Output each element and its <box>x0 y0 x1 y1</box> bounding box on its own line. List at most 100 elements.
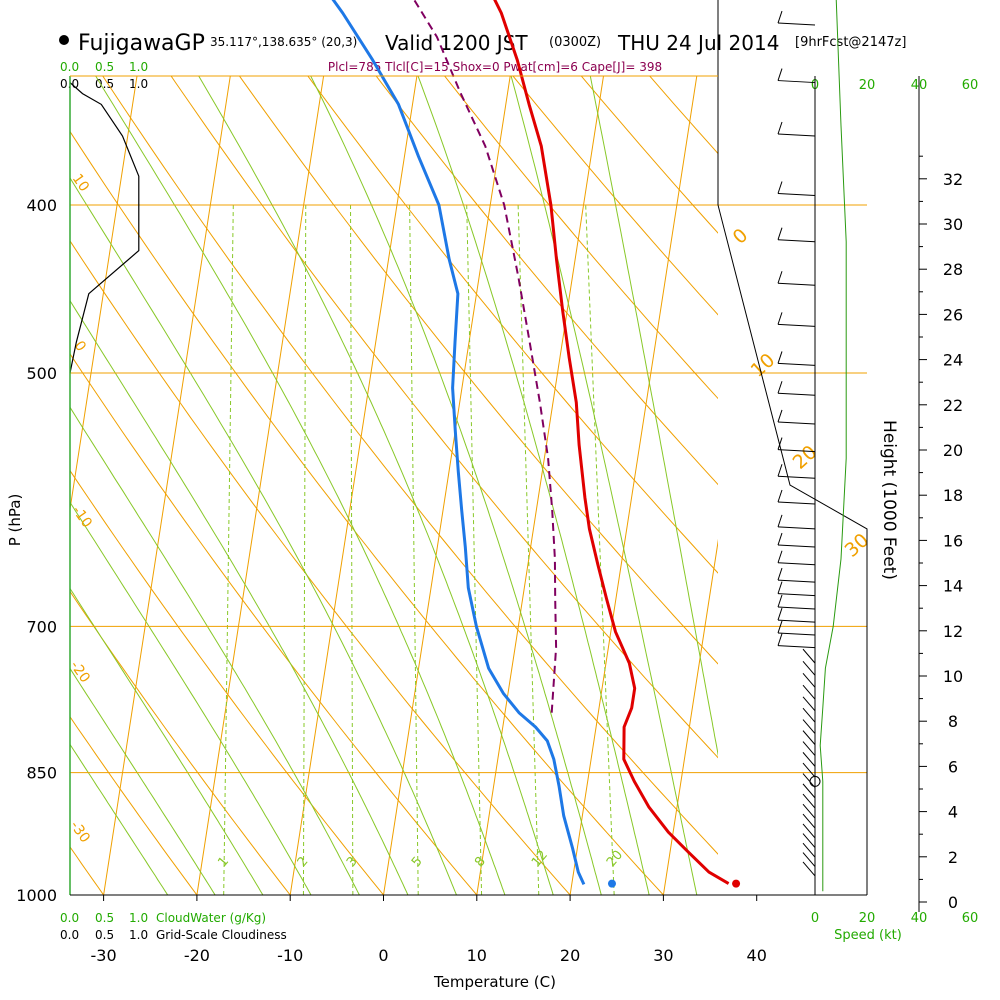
height-tick-label: 28 <box>943 260 963 279</box>
isotherm-line <box>0 0 11 895</box>
dry-adiabat <box>70 469 385 895</box>
isotherm-line <box>103 76 231 895</box>
wind-barb-flag-icon <box>777 271 783 284</box>
wind-barb-flag-icon <box>777 607 783 621</box>
wind-panel <box>717 0 868 895</box>
height-tick-label: 6 <box>948 757 958 776</box>
wind-barb-icon <box>777 645 816 649</box>
mixing-ratio-line <box>585 204 615 895</box>
cloud-bottom-green-1: 0.5 <box>95 911 114 925</box>
wind-barb-icon <box>777 392 816 396</box>
pressure-tick-label: 1000 <box>16 886 57 905</box>
dry-adiabat <box>717 76 718 77</box>
wind-barb-icon <box>777 449 816 453</box>
wind-barb-icon <box>777 421 816 425</box>
speed-scale-top: 0 20 40 60 <box>811 78 978 93</box>
cloud-bottom-black-2: 1.0 <box>129 928 148 942</box>
wind-barb-flag-icon <box>777 68 783 81</box>
wind-barb-icon <box>777 282 816 286</box>
dry-adiabat <box>580 76 718 234</box>
dry-adiabat <box>170 76 718 759</box>
dry-adiabat <box>649 76 718 155</box>
surface-dewpoint-dot <box>607 879 616 888</box>
height-tick-label: 26 <box>943 305 963 324</box>
height-tick-label: 4 <box>948 803 958 822</box>
temp-tick-label: 20 <box>560 946 580 965</box>
isotherm-label: 10 <box>747 349 780 382</box>
dry-adiabat <box>627 0 1000 932</box>
wind-barb-icon <box>777 544 816 548</box>
wind-barb-icon <box>802 823 816 839</box>
utc-time: (0300Z) <box>549 35 601 50</box>
wind-barb-flag-icon <box>777 409 783 423</box>
wind-barb-flag-icon <box>777 10 783 24</box>
dry-adiabat <box>70 590 291 895</box>
isotherm-label: 0 <box>729 224 753 248</box>
cloud-top-green-0: 0.0 <box>60 60 79 74</box>
moist-adiabat <box>310 76 602 895</box>
pressure-tick-label: 400 <box>26 196 57 215</box>
wind-barb-icon <box>802 707 816 723</box>
mixing-ratio-line <box>302 204 307 895</box>
cloud-top-black-1: 0.5 <box>95 77 114 91</box>
speed-top-60: 60 <box>962 78 979 93</box>
moist-adiabat <box>70 587 264 895</box>
speed-bottom-20: 20 <box>859 911 876 926</box>
forecast-tag: [9hrFcst@2147z] <box>795 35 906 50</box>
wind-barb-flag-icon <box>777 567 783 581</box>
pressure-tick-label: 700 <box>26 617 57 636</box>
height-tick-label: 24 <box>943 351 963 370</box>
wind-barb-icon <box>802 684 816 700</box>
cloud-bottom-green-2: 1.0 <box>129 911 148 925</box>
wind-barb-flag-icon <box>777 550 783 563</box>
cloudiness-label: Grid-Scale Cloudiness <box>156 928 287 942</box>
dry-adiabat <box>70 240 571 895</box>
cloud-top-black-2: 1.0 <box>129 77 148 91</box>
wind-barb-icon <box>777 579 816 583</box>
dry-adiabat <box>512 76 718 316</box>
station-coords: 35.117°,138.635° (20,3) <box>210 35 357 49</box>
cloud-scale-top: 0.0 0.5 1.0 0.0 0.5 1.0 <box>60 60 148 91</box>
isotherm-line <box>196 76 325 895</box>
sounding-indices: Plcl=785 Tlcl[C]=15 Shox=0 Pwat[cm]=6 Ca… <box>328 60 662 74</box>
wind-barb-icon <box>802 719 816 734</box>
wind-barb-icon <box>777 562 816 566</box>
speed-top-20: 20 <box>859 78 876 93</box>
wind-barb-icon <box>802 783 816 799</box>
wind-barb-icon <box>777 619 816 623</box>
wind-barb-icon <box>777 526 816 530</box>
valid-label: Valid 1200 JST <box>385 31 528 55</box>
y-axis-title: P (hPa) <box>6 494 24 547</box>
moist-adiabat <box>589 76 718 757</box>
height-tick-label: 0 <box>948 893 958 912</box>
isotherm-line <box>850 0 1000 895</box>
dry-adiabat <box>102 76 718 855</box>
isotherm-label: 20 <box>789 441 822 474</box>
wind-barb-flag-icon <box>777 532 783 546</box>
cloud-bottom-black-1: 0.5 <box>95 928 114 942</box>
moist-adiabat <box>70 177 458 895</box>
dry-adiabat <box>375 76 718 486</box>
mixing-ratio-line <box>223 204 234 895</box>
height-axis-title: Height (1000 Feet) <box>879 420 899 580</box>
dry-adiabat <box>70 130 665 895</box>
cloud-bottom-green-0: 0.0 <box>60 911 79 925</box>
forecast-date: THU 24 Jul 2014 <box>617 31 779 55</box>
height-tick-label: 32 <box>943 170 963 189</box>
wind-barb-flag-icon <box>777 381 783 394</box>
wind-barb-flag-icon <box>777 489 783 503</box>
temp-tick-label: 30 <box>653 946 673 965</box>
temp-tick-label: 0 <box>378 946 388 965</box>
cloud-bottom-black-0: 0.0 <box>60 928 79 942</box>
wind-barb-icon <box>802 741 816 756</box>
chart-header: FujigawaGP 35.117°,138.635° (20,3) Valid… <box>59 31 906 56</box>
pressure-tick-label: 850 <box>26 764 57 783</box>
profile-lines <box>331 0 741 888</box>
wind-barb-icon <box>777 133 816 137</box>
height-tick-label: 16 <box>943 531 963 550</box>
wind-barb-flag-icon <box>777 594 783 608</box>
isotherm-line <box>0 0 104 895</box>
height-tick-label: 20 <box>943 441 963 460</box>
wind-barb-icon <box>777 323 816 327</box>
